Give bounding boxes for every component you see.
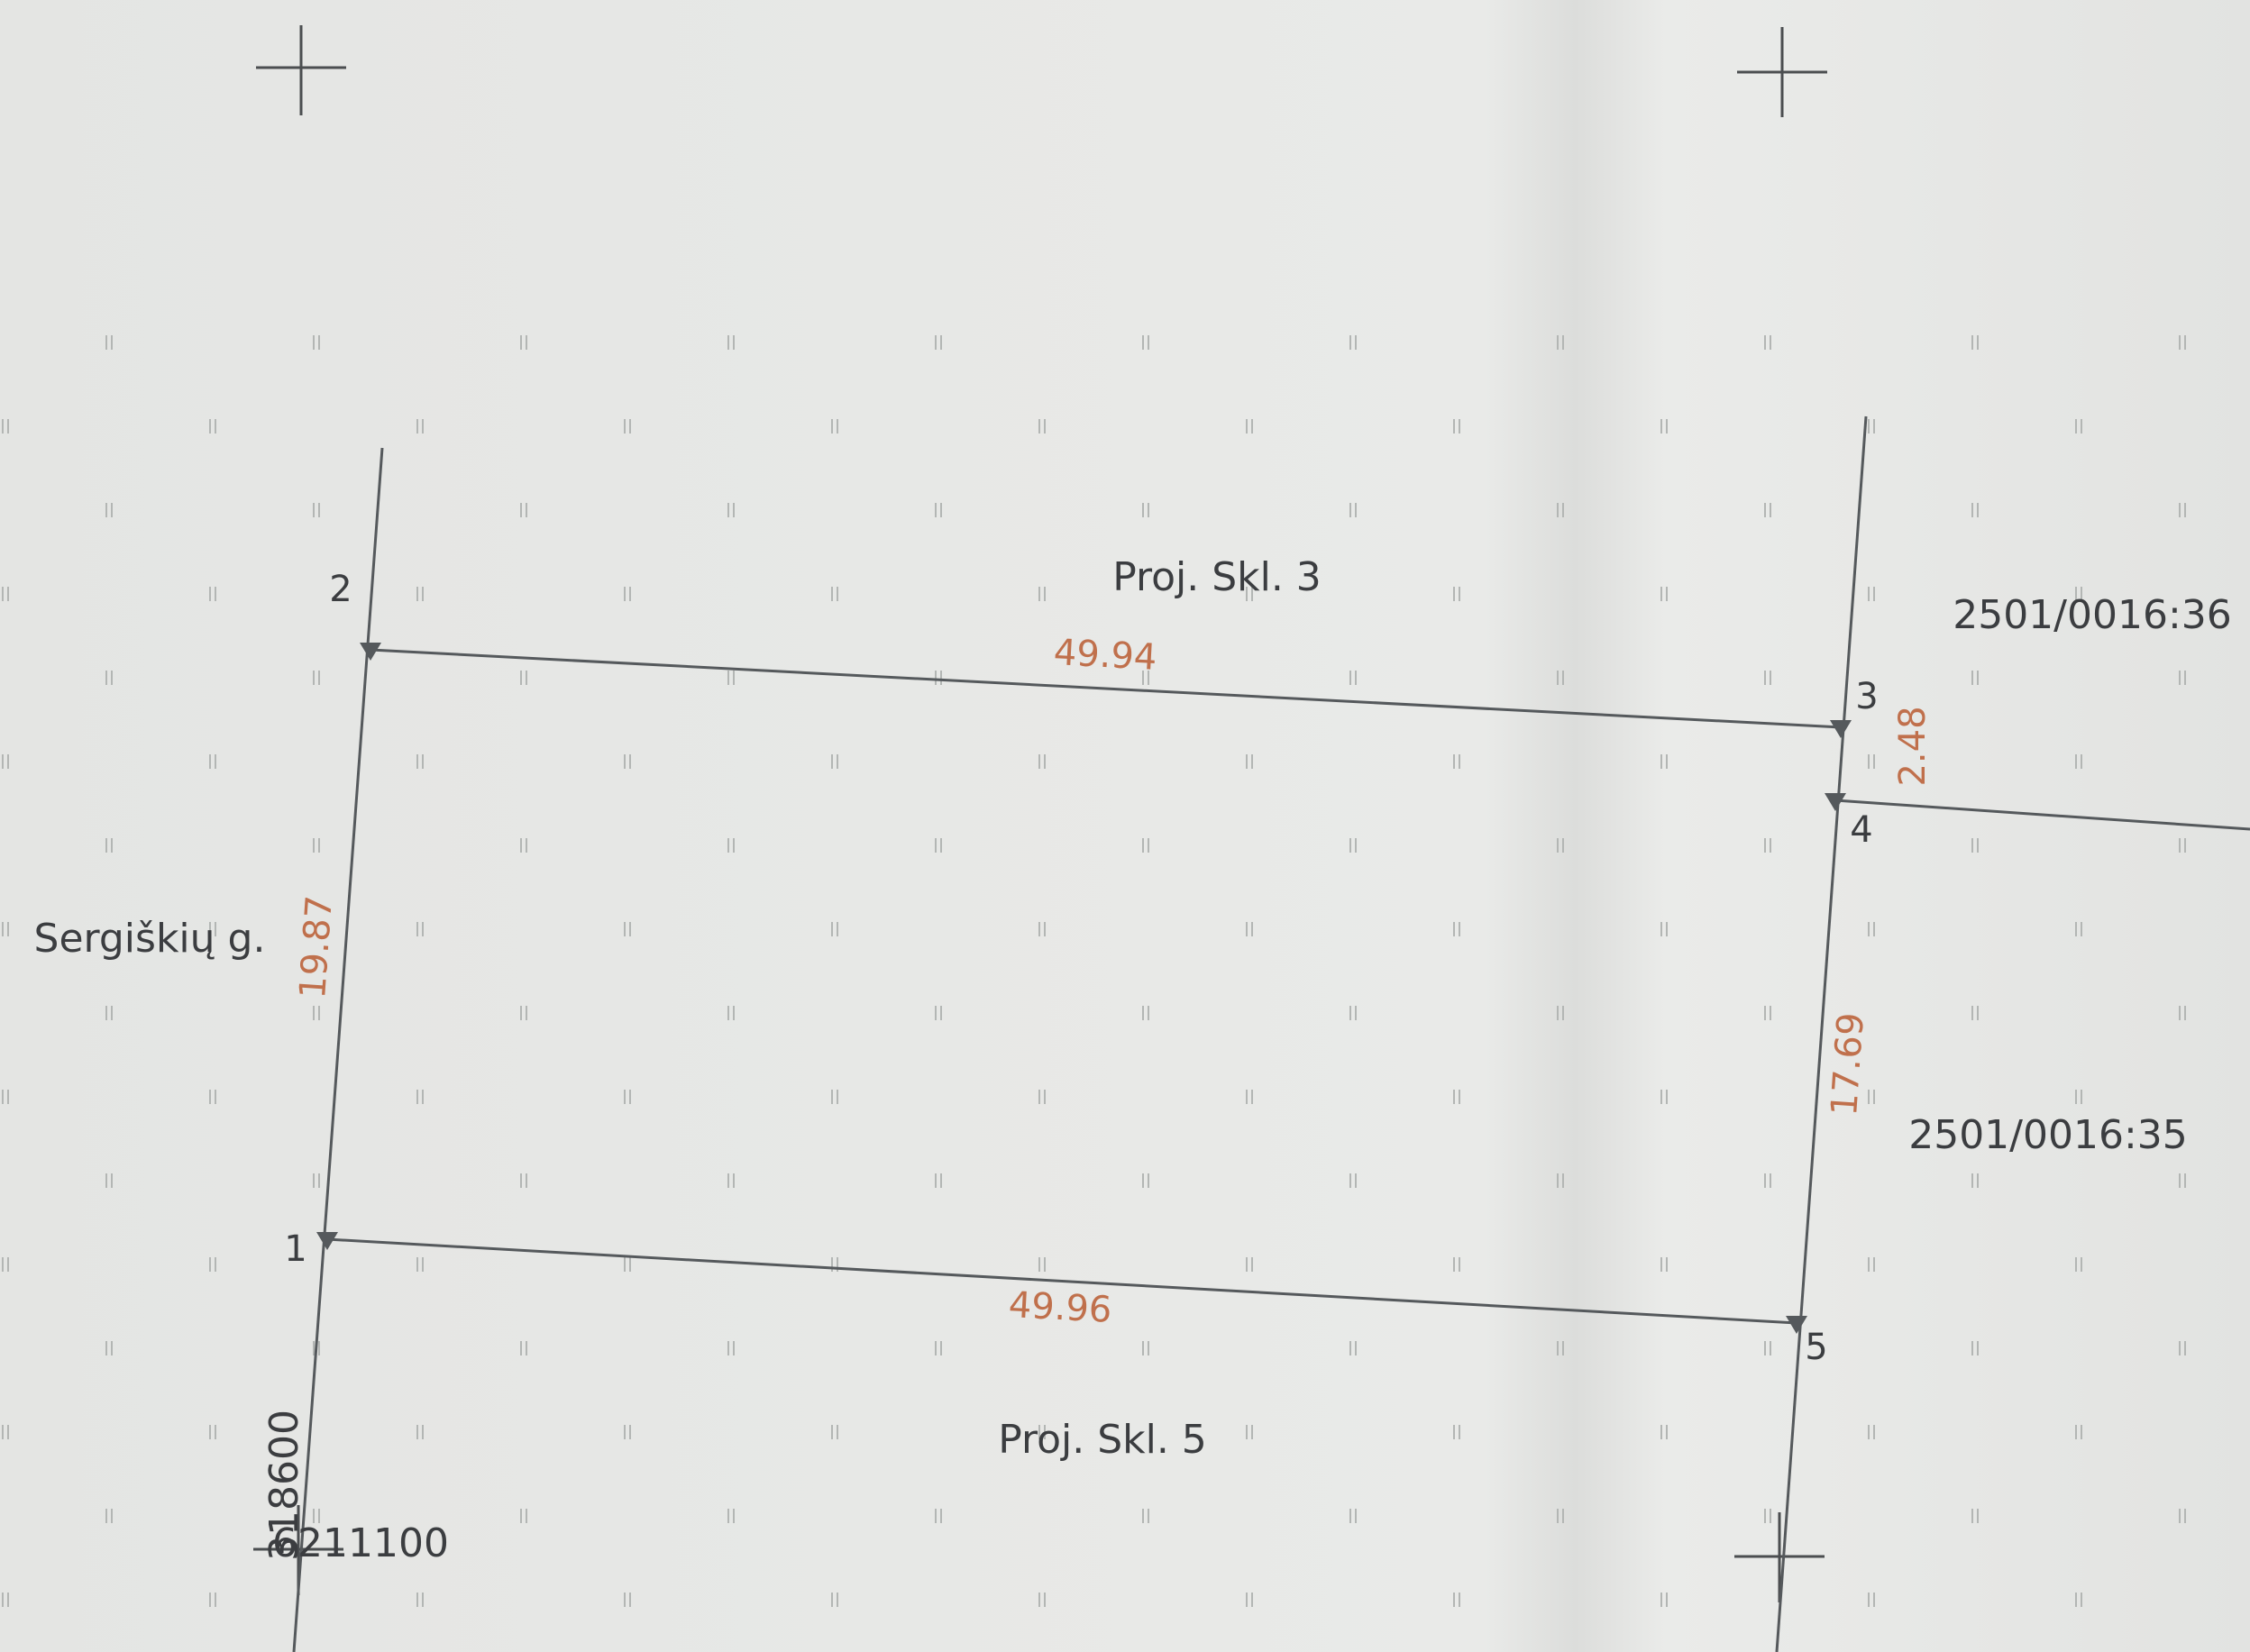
dimension-label: 2.48 xyxy=(1892,706,1934,786)
point-label: 3 xyxy=(1855,676,1878,717)
grid-coordinate: 6211100 xyxy=(272,1520,449,1566)
point-label: 2 xyxy=(329,569,352,610)
neighbor-label: Proj. Skl. 5 xyxy=(998,1417,1207,1463)
point-label: 5 xyxy=(1805,1327,1827,1368)
dimension-label: 17.69 xyxy=(1824,1011,1872,1117)
point-label: 1 xyxy=(284,1228,306,1270)
neighbor-label: 2501/0016:35 xyxy=(1908,1112,2188,1158)
street-label: Sergiškių g. xyxy=(34,916,266,962)
dimension-label: 19.87 xyxy=(292,894,341,999)
cadastral-plan: Proj. Skl. 3 Proj. Skl. 5 2501/0016:36 2… xyxy=(0,0,2250,1652)
dimension-label: 49.94 xyxy=(1053,632,1158,679)
neighbor-label: Proj. Skl. 3 xyxy=(1112,554,1322,600)
dimension-label: 49.96 xyxy=(1008,1284,1113,1331)
point-label: 4 xyxy=(1850,809,1872,851)
neighbor-label: 2501/0016:36 xyxy=(1953,592,2232,638)
page: Proj. Skl. 3 Proj. Skl. 5 2501/0016:36 2… xyxy=(0,0,2250,1652)
